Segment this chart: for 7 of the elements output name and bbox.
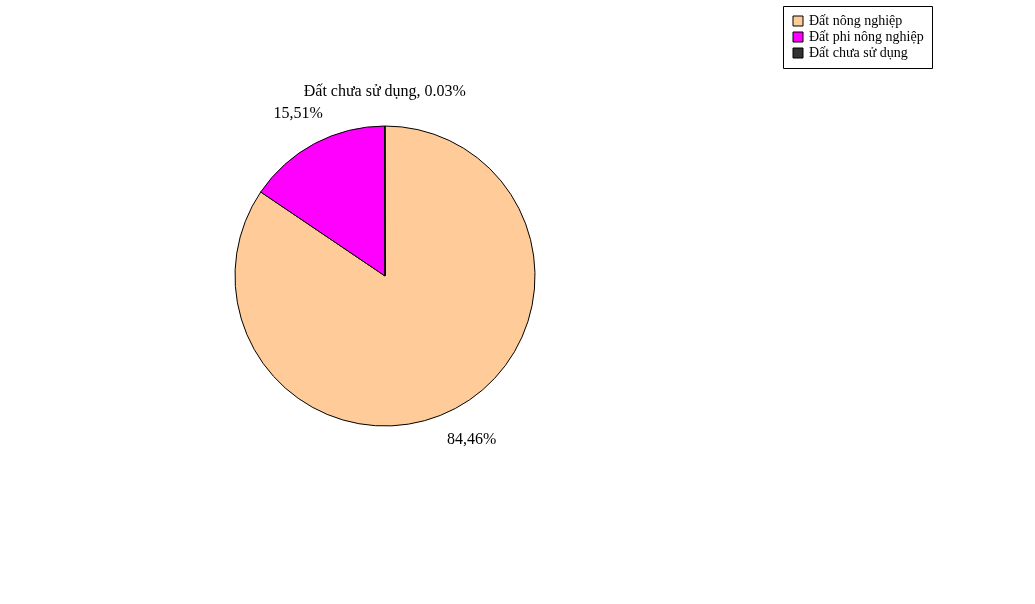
legend-label: Đất phi nông nghiệp [809,29,924,44]
pie-slice [234,125,536,427]
data-label: 84,46% [447,430,497,448]
legend-label: Đất chưa sử dụng [809,45,908,60]
data-label: 15,51% [273,103,323,121]
legend-label: Đất nông nghiệp [809,13,903,28]
data-label: Đất chưa sử dụng, 0.03% [303,82,466,100]
